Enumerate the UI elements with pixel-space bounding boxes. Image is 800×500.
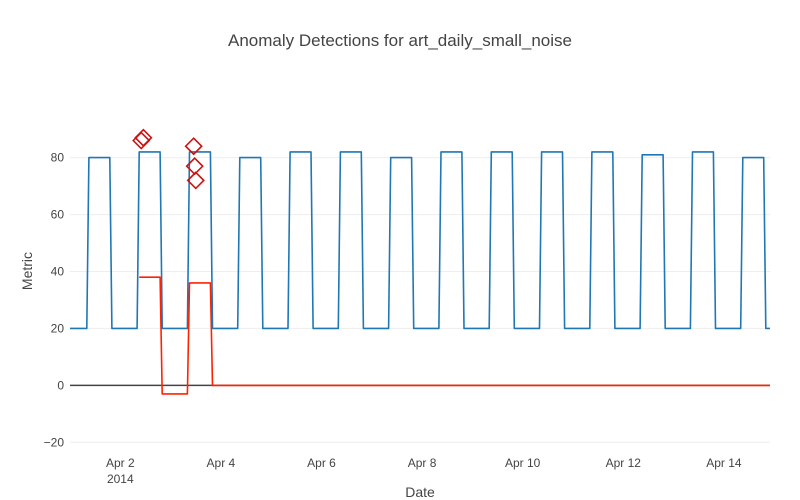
series-0-line	[70, 151, 770, 330]
x-tick-sublabel: 2014	[107, 472, 134, 486]
anomaly-point	[132, 131, 151, 150]
y-tick-label: 20	[51, 321, 65, 335]
y-axis-title: Metric	[19, 252, 35, 290]
y-tick-label: −20	[44, 435, 65, 449]
y-tick-label: 60	[51, 208, 65, 222]
y-tick-label: 40	[51, 265, 65, 279]
y-tick-label: 0	[57, 378, 64, 392]
x-tick-label: Apr 2	[106, 456, 135, 470]
anomaly-markers	[132, 128, 205, 190]
x-tick-label: Apr 10	[505, 456, 541, 470]
y-axis-ticks: −20 0 20 40 60 80	[44, 151, 65, 450]
x-tick-label: Apr 8	[408, 456, 437, 470]
x-axis-title: Date	[405, 484, 435, 500]
series-layer	[70, 151, 770, 395]
x-tick-label: Apr 12	[606, 456, 642, 470]
series-1-line	[139, 276, 770, 395]
chart-title: Anomaly Detections for art_daily_small_n…	[228, 31, 572, 50]
anomaly-point	[186, 171, 205, 190]
x-tick-label: Apr 6	[307, 456, 336, 470]
anomaly-point	[184, 137, 203, 156]
y-tick-label: 80	[51, 151, 65, 165]
x-axis-ticks: Apr 2 2014 Apr 4 Apr 6 Apr 8 Apr 10 Apr 12 Apr …	[106, 456, 742, 486]
x-tick-label: Apr 4	[207, 456, 236, 470]
anomaly-point	[134, 128, 153, 147]
x-tick-label: Apr 14	[706, 456, 742, 470]
